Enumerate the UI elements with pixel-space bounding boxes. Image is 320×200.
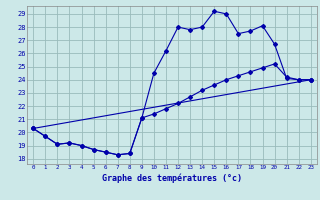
X-axis label: Graphe des températures (°c): Graphe des températures (°c): [102, 173, 242, 183]
